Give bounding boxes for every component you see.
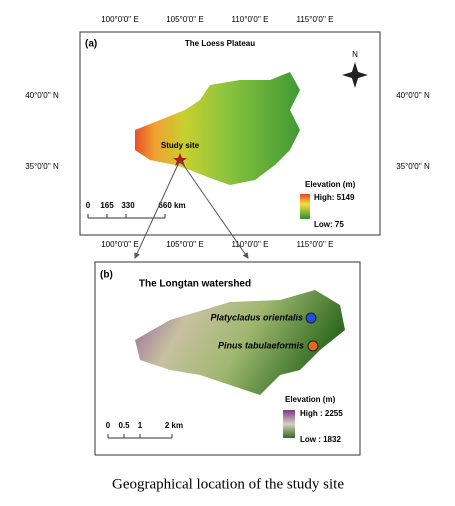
north-arrow: N <box>342 50 368 88</box>
panel-label: (a) <box>85 39 97 50</box>
lon-label: 100°0'0'' E <box>101 240 139 249</box>
site-marker <box>305 312 317 324</box>
lon-label: 105°0'0'' E <box>166 15 204 24</box>
scale-label: 330 <box>121 201 135 210</box>
study-site-star <box>173 153 187 166</box>
lon-label: 110°0'0'' E <box>232 240 269 249</box>
lat-label: 40°0'0'' N <box>25 91 59 100</box>
lat-label: 35°0'0'' N <box>396 162 430 171</box>
scale-bar: 0 0.5 1 2 km <box>106 421 183 439</box>
legend-high: High : 2255 <box>300 409 343 418</box>
north-label: N <box>352 50 358 59</box>
panel-title: The Loess Plateau <box>185 39 255 48</box>
site-label: Pinus tabulaeformis <box>218 340 304 350</box>
connector <box>134 159 181 259</box>
scale-label: 0 <box>106 421 111 430</box>
lon-label: 105°0'0'' E <box>166 240 204 249</box>
panel-label: (b) <box>100 270 113 281</box>
legend-bar <box>283 410 295 438</box>
site-label: Platycladus orientalis <box>210 312 303 322</box>
scale-label: 0 <box>86 201 91 210</box>
legend-high: High: 5149 <box>314 193 355 202</box>
lon-label: 115°0'0'' E <box>297 240 334 249</box>
scale-label: 0.5 <box>118 421 130 430</box>
lon-label: 100°0'0'' E <box>101 15 139 24</box>
plateau-shape <box>135 72 300 185</box>
scale-label: 1 <box>138 421 143 430</box>
legend-low: Low : 1832 <box>300 435 341 444</box>
lat-label: 35°0'0'' N <box>25 162 59 171</box>
scale-label: 2 km <box>165 421 183 430</box>
lon-label: 110°0'0'' E <box>232 15 269 24</box>
watershed-shape <box>135 290 345 395</box>
site-marker <box>307 340 319 352</box>
site-label: Study site <box>161 141 200 150</box>
panel-title: The Longtan watershed <box>139 279 251 290</box>
legend-low: Low: 75 <box>314 220 344 229</box>
connector <box>179 159 249 259</box>
legend-title: Elevation (m) <box>285 395 336 404</box>
scale-bar: 0 165 330 660 km <box>86 201 186 219</box>
legend-title: Elevation (m) <box>305 180 356 189</box>
lat-label: 40°0'0'' N <box>396 91 430 100</box>
caption: Geographical location of the study site <box>112 476 344 492</box>
lon-label: 115°0'0'' E <box>297 15 334 24</box>
legend-bar <box>300 194 310 219</box>
scale-label: 165 <box>100 201 114 210</box>
scale-label: 660 km <box>158 201 185 210</box>
